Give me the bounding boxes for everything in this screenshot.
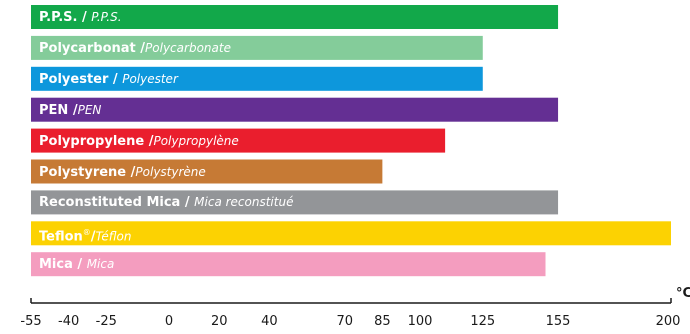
tick-label-1: -40 [58, 314, 80, 329]
bar-label-8: Mica / Mica [31, 252, 114, 276]
bar-label-separator: / [108, 71, 123, 87]
bar-1 [31, 35, 483, 60]
bar-6 [31, 190, 559, 215]
bar-label-4: Polypropylene /Polypropylène [31, 129, 239, 153]
bar-label-french: P.P.S. [91, 10, 122, 24]
x-axis [30, 298, 672, 304]
registered-mark: ® [82, 228, 91, 238]
bar-4 [31, 128, 446, 153]
bar-label-english: Polyester [39, 71, 109, 87]
bar-5 [31, 159, 383, 184]
bar-label-french: Téflon [95, 229, 132, 244]
bar-label-separator: / [144, 133, 154, 149]
bar-label-french: Polyester [122, 71, 178, 86]
bar-label-english: Polystyrene [39, 164, 127, 180]
bar-label-english: Reconstituted Mica [39, 195, 181, 211]
bar-label-0: P.P.S. / P.P.S. [31, 5, 122, 29]
bar-label-separator: / [72, 257, 87, 273]
bar-label-5: Polystyrene /Polystyrène [31, 160, 206, 184]
bar-label-3: PEN /PEN [31, 98, 101, 122]
bar-label-separator: / [180, 195, 195, 211]
bar-0 [31, 5, 559, 29]
tick-label-5: 40 [261, 314, 278, 329]
bars-group [31, 5, 671, 277]
tick-label-4: 20 [210, 314, 228, 329]
bar-label-french: Polycarbonate [145, 40, 231, 55]
bar-label-english: Polycarbonat [39, 40, 136, 56]
bar-label-separator: / [68, 102, 78, 118]
bar-label-english: PEN [39, 102, 69, 118]
bar-label-french: Polypropylène [153, 133, 239, 148]
bar-label-english: P.P.S. [39, 10, 78, 25]
tick-label-0: -55 [20, 314, 42, 329]
bar-label-french: Polystyrène [135, 164, 206, 179]
tick-label-10: 155 [545, 314, 571, 329]
tick-label-2: -25 [95, 314, 117, 329]
bar-label-english: Mica [39, 257, 73, 273]
bar-label-english: Polypropylene [39, 133, 145, 149]
tick-label-3: 0 [164, 314, 174, 329]
bar-3 [31, 97, 559, 122]
bar-label-french: PEN [77, 102, 102, 117]
bar-label-french: Mica reconstitué [194, 195, 294, 210]
bar-7 [31, 221, 671, 246]
bar-label-english: Teflon [39, 229, 83, 245]
bar-8 [31, 252, 546, 277]
bar-label-separator: / [135, 40, 146, 56]
bar-label-separator: / [90, 229, 96, 245]
tick-label-8: 100 [407, 314, 433, 329]
bar-label-separator: / [77, 10, 92, 25]
tick-label-11: 200 [655, 314, 681, 329]
bar-label-2: Polyester / Polyester [31, 67, 178, 91]
bar-label-separator: / [126, 164, 136, 180]
bar-label-french: Mica [86, 257, 115, 272]
tick-label-6: 70 [336, 314, 353, 329]
bar-label-6: Reconstituted Mica / Mica reconstitué [31, 190, 293, 214]
bar-2 [31, 66, 483, 91]
tick-label-7: 85 [374, 314, 391, 329]
tick-label-9: 125 [470, 314, 496, 329]
bar-label-1: Polycarbonat /Polycarbonate [31, 36, 231, 60]
bar-label-7: Teflon®/Téflon [31, 221, 131, 245]
axis-unit-label: °C [676, 286, 690, 301]
